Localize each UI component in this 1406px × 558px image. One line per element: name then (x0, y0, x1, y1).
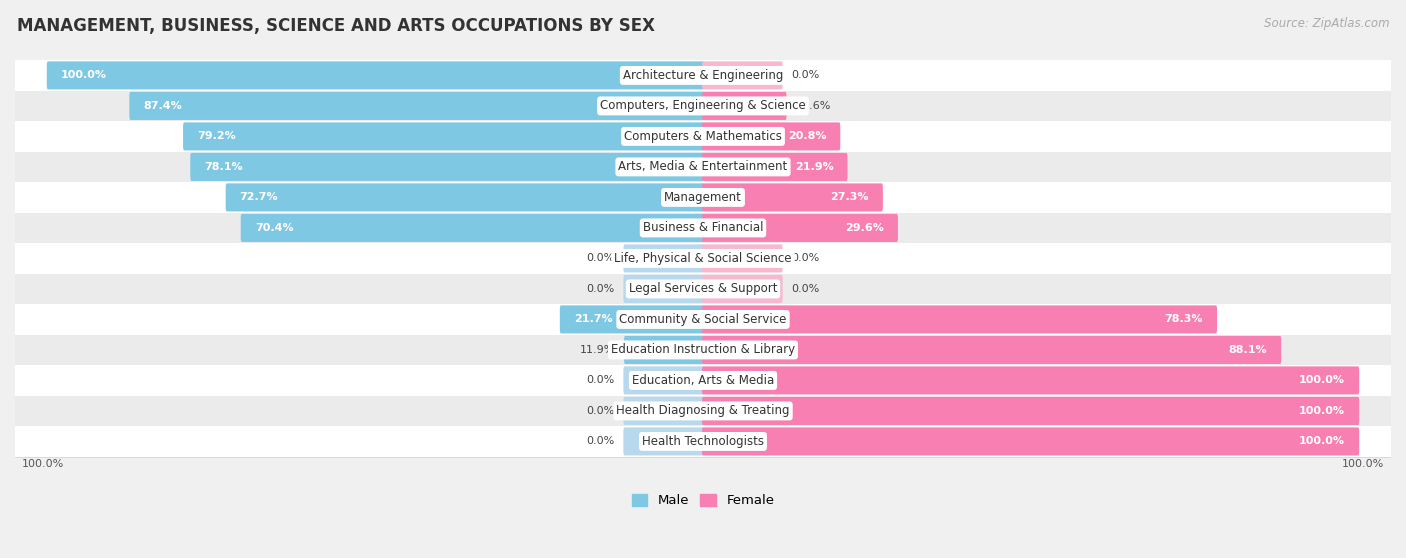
FancyBboxPatch shape (702, 336, 1281, 364)
Text: Business & Financial: Business & Financial (643, 222, 763, 234)
Text: 78.1%: 78.1% (204, 162, 243, 172)
Bar (15, 273, 1391, 304)
FancyBboxPatch shape (623, 244, 704, 272)
Text: 72.7%: 72.7% (240, 193, 278, 203)
Text: Computers & Mathematics: Computers & Mathematics (624, 130, 782, 143)
Text: Legal Services & Support: Legal Services & Support (628, 282, 778, 295)
Text: 78.3%: 78.3% (1164, 314, 1204, 324)
Text: Source: ZipAtlas.com: Source: ZipAtlas.com (1264, 17, 1389, 30)
Text: 21.7%: 21.7% (574, 314, 613, 324)
FancyBboxPatch shape (702, 122, 841, 151)
Text: Education, Arts & Media: Education, Arts & Media (631, 374, 775, 387)
Text: 29.6%: 29.6% (845, 223, 884, 233)
Bar (15, 335, 1391, 365)
Bar (15, 152, 1391, 182)
FancyBboxPatch shape (624, 336, 704, 364)
Text: Education Instruction & Library: Education Instruction & Library (612, 343, 794, 357)
Text: Health Technologists: Health Technologists (643, 435, 763, 448)
Text: 0.0%: 0.0% (586, 376, 614, 386)
FancyBboxPatch shape (129, 92, 704, 120)
Text: 88.1%: 88.1% (1229, 345, 1267, 355)
FancyBboxPatch shape (190, 153, 704, 181)
FancyBboxPatch shape (702, 305, 1218, 334)
Bar (15, 243, 1391, 273)
FancyBboxPatch shape (702, 397, 1360, 425)
FancyBboxPatch shape (702, 61, 783, 89)
Bar (15, 426, 1391, 456)
FancyBboxPatch shape (183, 122, 704, 151)
FancyBboxPatch shape (623, 367, 704, 395)
FancyBboxPatch shape (702, 367, 1360, 395)
Text: Arts, Media & Entertainment: Arts, Media & Entertainment (619, 160, 787, 174)
Text: MANAGEMENT, BUSINESS, SCIENCE AND ARTS OCCUPATIONS BY SEX: MANAGEMENT, BUSINESS, SCIENCE AND ARTS O… (17, 17, 655, 35)
FancyBboxPatch shape (702, 92, 786, 120)
FancyBboxPatch shape (702, 184, 883, 211)
Bar (15, 121, 1391, 152)
Bar (15, 90, 1391, 121)
Text: 100.0%: 100.0% (60, 70, 107, 80)
Text: Architecture & Engineering: Architecture & Engineering (623, 69, 783, 82)
Bar (15, 365, 1391, 396)
Text: 0.0%: 0.0% (586, 253, 614, 263)
FancyBboxPatch shape (623, 275, 704, 303)
Text: 100.0%: 100.0% (1343, 459, 1385, 469)
Text: 0.0%: 0.0% (586, 436, 614, 446)
Legend: Male, Female: Male, Female (626, 489, 780, 513)
Text: 0.0%: 0.0% (586, 284, 614, 294)
Text: 0.0%: 0.0% (792, 70, 820, 80)
Text: 87.4%: 87.4% (143, 101, 183, 111)
Bar (15, 182, 1391, 213)
Text: 12.6%: 12.6% (796, 101, 831, 111)
Text: 0.0%: 0.0% (586, 406, 614, 416)
FancyBboxPatch shape (225, 184, 704, 211)
Text: 100.0%: 100.0% (1299, 376, 1346, 386)
Text: Life, Physical & Social Science: Life, Physical & Social Science (614, 252, 792, 265)
Text: 21.9%: 21.9% (794, 162, 834, 172)
FancyBboxPatch shape (46, 61, 704, 89)
FancyBboxPatch shape (702, 275, 783, 303)
Text: Management: Management (664, 191, 742, 204)
Text: 100.0%: 100.0% (1299, 406, 1346, 416)
Bar (15, 213, 1391, 243)
Text: 20.8%: 20.8% (787, 132, 827, 141)
Text: 0.0%: 0.0% (792, 253, 820, 263)
Text: 79.2%: 79.2% (197, 132, 236, 141)
Text: Health Diagnosing & Treating: Health Diagnosing & Treating (616, 405, 790, 417)
FancyBboxPatch shape (623, 397, 704, 425)
Text: Computers, Engineering & Science: Computers, Engineering & Science (600, 99, 806, 112)
FancyBboxPatch shape (702, 427, 1360, 455)
FancyBboxPatch shape (702, 214, 898, 242)
FancyBboxPatch shape (560, 305, 704, 334)
Text: Community & Social Service: Community & Social Service (619, 313, 787, 326)
Text: 70.4%: 70.4% (254, 223, 294, 233)
FancyBboxPatch shape (702, 153, 848, 181)
Bar (15, 60, 1391, 90)
FancyBboxPatch shape (623, 427, 704, 455)
Bar (15, 396, 1391, 426)
Text: 11.9%: 11.9% (579, 345, 616, 355)
Text: 100.0%: 100.0% (1299, 436, 1346, 446)
Text: 100.0%: 100.0% (21, 459, 63, 469)
FancyBboxPatch shape (240, 214, 704, 242)
Bar (15, 304, 1391, 335)
Text: 27.3%: 27.3% (831, 193, 869, 203)
Text: 0.0%: 0.0% (792, 284, 820, 294)
FancyBboxPatch shape (702, 244, 783, 272)
